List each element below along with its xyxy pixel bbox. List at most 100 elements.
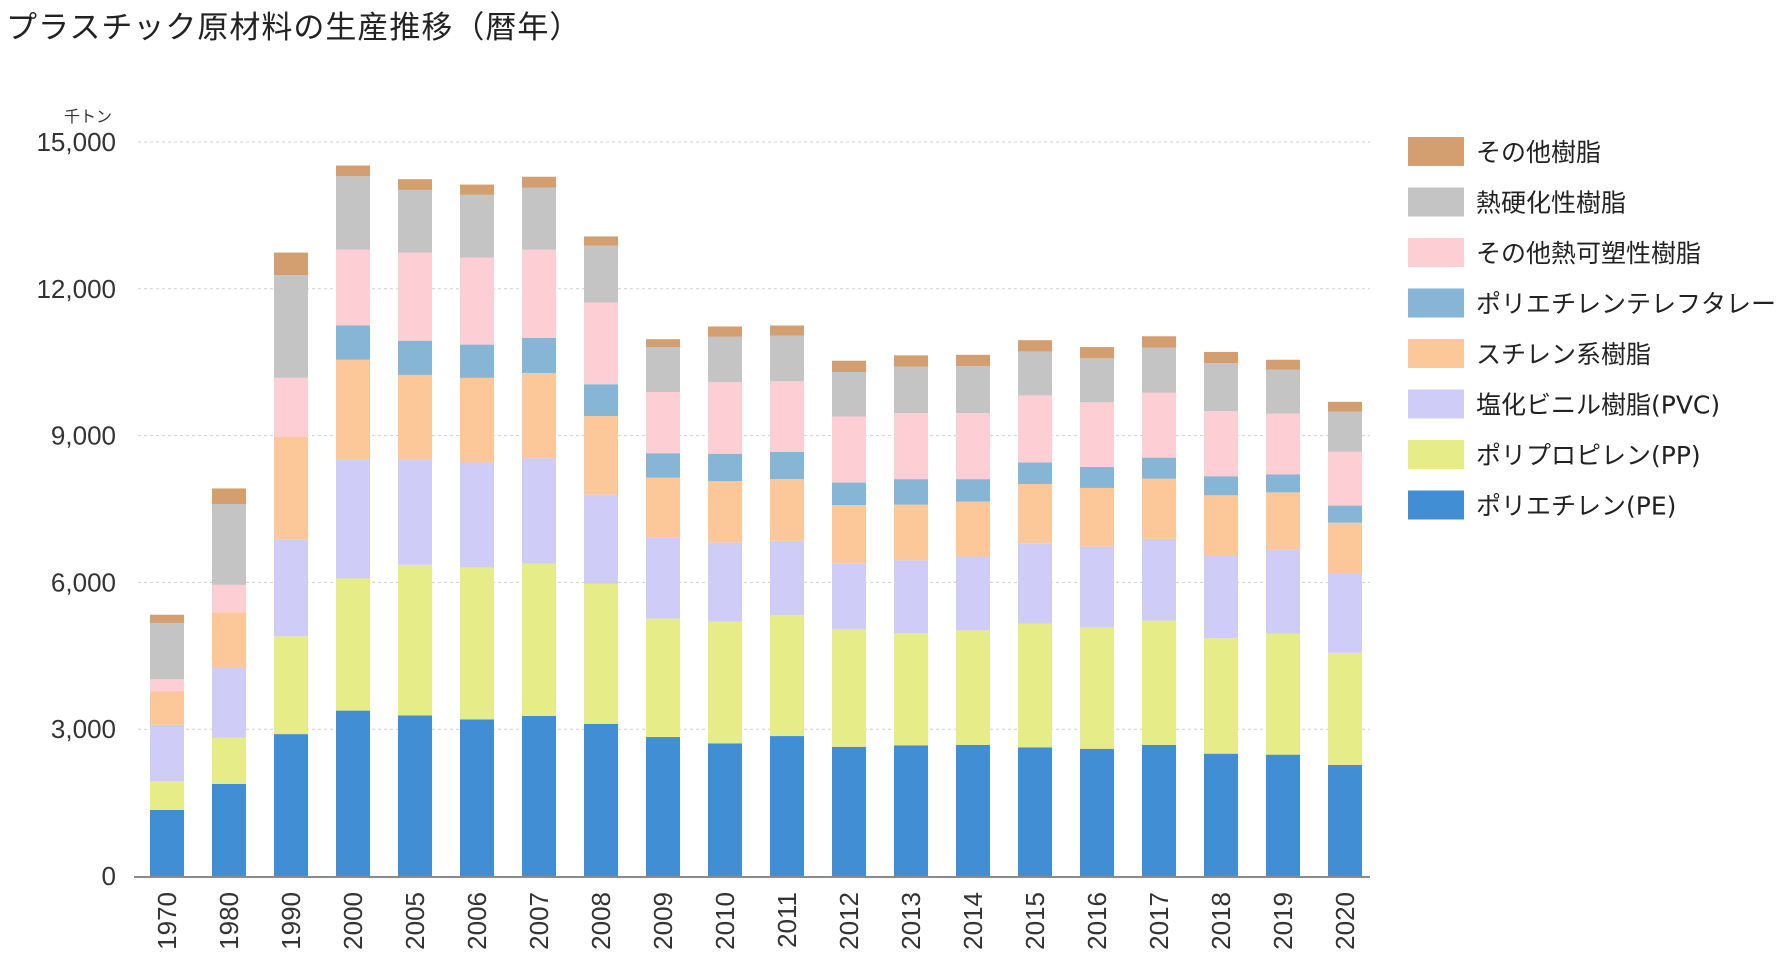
bar-segment bbox=[956, 479, 990, 502]
legend-item-label: その他樹脂 bbox=[1476, 138, 1601, 167]
bar-segment bbox=[522, 563, 556, 716]
bar-segment bbox=[522, 458, 556, 564]
bar-segment bbox=[584, 494, 618, 584]
legend-swatch bbox=[1408, 288, 1464, 318]
bar-segment bbox=[956, 744, 990, 876]
bar-segment bbox=[832, 482, 866, 506]
bar-segment bbox=[1018, 484, 1052, 544]
y-tick-label: 3,000 bbox=[51, 714, 116, 744]
x-tick-label: 2000 bbox=[338, 892, 368, 950]
bar-segment bbox=[708, 382, 742, 454]
bar-segment bbox=[1266, 492, 1300, 550]
bar-segment bbox=[1328, 652, 1362, 765]
bar-segment bbox=[708, 621, 742, 744]
bar-segment bbox=[150, 614, 184, 624]
y-tick-label: 0 bbox=[102, 861, 116, 891]
bar-segment bbox=[646, 537, 680, 619]
x-tick-label: 2020 bbox=[1330, 892, 1360, 950]
bar-segment bbox=[956, 354, 990, 367]
bar-segment bbox=[1142, 620, 1176, 745]
bar-segment bbox=[584, 384, 618, 417]
bar-segment bbox=[646, 347, 680, 393]
bar-segment bbox=[1328, 522, 1362, 575]
x-tick-label: 1970 bbox=[152, 892, 182, 950]
x-tick-label: 2016 bbox=[1082, 892, 1112, 950]
bar-segment bbox=[1142, 457, 1176, 479]
bar-segment bbox=[1328, 764, 1362, 876]
x-tick-label: 2017 bbox=[1144, 892, 1174, 950]
bar-segment bbox=[832, 629, 866, 747]
bar-segment bbox=[1204, 554, 1238, 639]
legend-swatch bbox=[1408, 490, 1464, 520]
bar-segment bbox=[1080, 347, 1114, 359]
bar-segment bbox=[584, 236, 618, 246]
bar-segment bbox=[398, 715, 432, 876]
bar-segment bbox=[1080, 748, 1114, 876]
legend-item-label: ポリプロピレン(PP) bbox=[1476, 441, 1701, 470]
bar-segment bbox=[1080, 627, 1114, 749]
bar-segment bbox=[1142, 336, 1176, 348]
bar-segment bbox=[1204, 411, 1238, 477]
bar-segment bbox=[522, 337, 556, 373]
bar-segment bbox=[1018, 747, 1052, 876]
bar-segment bbox=[212, 737, 246, 785]
bar-segment bbox=[460, 257, 494, 345]
bar-segment bbox=[460, 194, 494, 258]
bar-segment bbox=[460, 719, 494, 876]
y-tick-label: 15,000 bbox=[36, 127, 116, 157]
bar-segment bbox=[460, 184, 494, 195]
bar-segment bbox=[1204, 638, 1238, 754]
bar-segment bbox=[1080, 487, 1114, 547]
x-tick-label: 2018 bbox=[1206, 892, 1236, 950]
bar-segment bbox=[1080, 402, 1114, 467]
bar-segment bbox=[1266, 754, 1300, 876]
bar-segment bbox=[894, 504, 928, 561]
bar-segment bbox=[770, 325, 804, 336]
bar-segment bbox=[1328, 505, 1362, 523]
x-tick-label: 2013 bbox=[896, 892, 926, 950]
legend-swatch bbox=[1408, 238, 1464, 267]
bar-segment bbox=[584, 416, 618, 495]
bar-segment bbox=[150, 724, 184, 782]
bar-segment bbox=[956, 556, 990, 631]
bar-segment bbox=[1142, 538, 1176, 621]
legend-swatch bbox=[1408, 137, 1464, 166]
bar-segment bbox=[336, 578, 370, 711]
x-tick-label: 2012 bbox=[834, 892, 864, 950]
legend-swatch bbox=[1408, 440, 1464, 469]
bar-segment bbox=[894, 560, 928, 634]
bar-segment bbox=[708, 481, 742, 543]
bar-segment bbox=[1328, 401, 1362, 412]
bar-segment bbox=[1142, 478, 1176, 539]
bar-segment bbox=[646, 618, 680, 738]
bar-segment bbox=[1328, 451, 1362, 506]
bar-segment bbox=[584, 245, 618, 303]
x-tick-label: 2005 bbox=[400, 892, 430, 950]
bar-segment bbox=[1328, 574, 1362, 653]
bar-segment bbox=[336, 459, 370, 579]
bar-segment bbox=[522, 176, 556, 188]
bar-segment bbox=[708, 542, 742, 622]
bar-segment bbox=[832, 360, 866, 372]
bar-segment bbox=[832, 505, 866, 564]
bar-segment bbox=[522, 372, 556, 459]
bar-segment bbox=[212, 504, 246, 585]
bar-segment bbox=[770, 451, 804, 480]
bar-segment bbox=[770, 335, 804, 382]
bar-segment bbox=[956, 413, 990, 480]
bar-segment bbox=[336, 165, 370, 177]
bar-segment bbox=[1018, 543, 1052, 624]
bar-segment bbox=[894, 413, 928, 480]
bar-segment bbox=[460, 567, 494, 720]
bar-segment bbox=[1018, 462, 1052, 485]
bar-segment bbox=[1328, 411, 1362, 452]
bar-segment bbox=[1142, 347, 1176, 393]
bar-segment bbox=[150, 809, 184, 876]
legend-swatch bbox=[1408, 187, 1464, 217]
legend-item-label: その他熱可塑性樹脂 bbox=[1476, 239, 1701, 268]
bar-segment bbox=[646, 737, 680, 876]
legend-swatch bbox=[1408, 339, 1464, 368]
bar-segment bbox=[1018, 623, 1052, 748]
